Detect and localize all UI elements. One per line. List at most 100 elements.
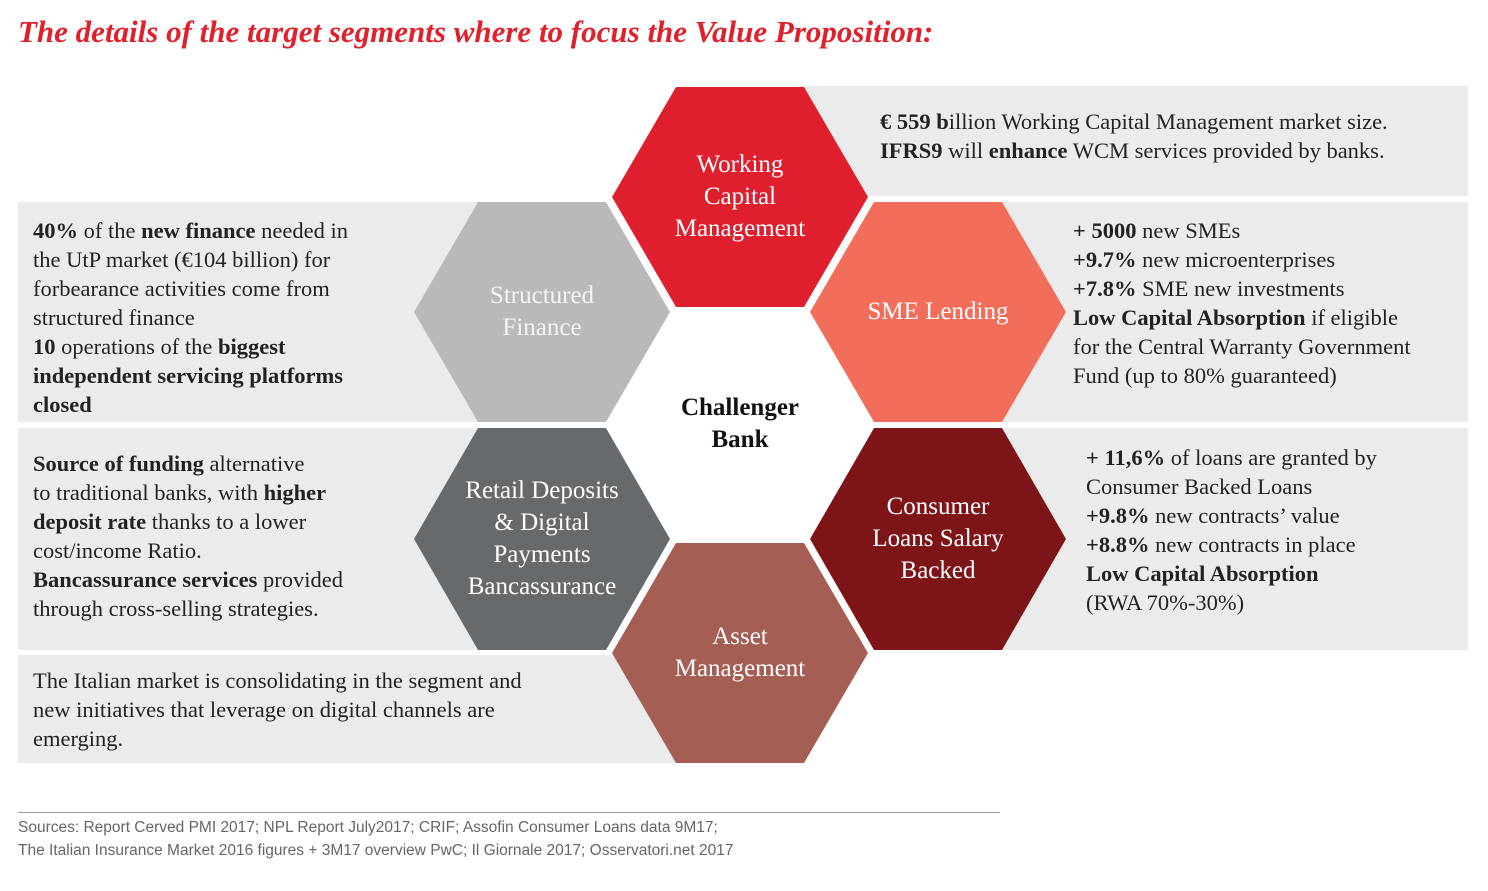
text-run: The Italian market is consolidating in t… <box>33 668 522 693</box>
hex-label-line: Working <box>696 151 784 178</box>
bold-run: + 11,6% <box>1086 445 1166 470</box>
panel-line: Consumer Backed Loans <box>1086 472 1377 501</box>
hex-label-line: Consumer <box>886 493 990 520</box>
bold-run: new finance <box>141 218 256 243</box>
sources-line-1: Sources: Report Cerved PMI 2017; NPL Rep… <box>18 819 718 836</box>
consumer-description: + 11,6% of loans are granted by Consumer … <box>1086 443 1377 617</box>
retail-description: Source of funding alternative to traditio… <box>33 449 343 623</box>
panel-line: to traditional banks, with higher <box>33 478 343 507</box>
text-run: if eligible <box>1305 305 1399 330</box>
hex-label-line: SME Lending <box>867 298 1009 325</box>
text-run: thanks to a lower <box>146 509 307 534</box>
page-title: The details of the target segments where… <box>18 14 934 49</box>
sme-description: + 5000 new SMEs +9.7% new microenterprise… <box>1073 216 1411 390</box>
text-run: through cross-selling strategies. <box>33 596 319 621</box>
text-run: new contracts in place <box>1149 532 1356 557</box>
text-run: new initiatives that leverage on digital… <box>33 697 495 722</box>
panel-line: IFRS9 will enhance WCM services provided… <box>880 136 1388 165</box>
text-run: provided <box>257 567 343 592</box>
text-run: Fund (up to 80% guaranteed) <box>1073 363 1337 388</box>
panel-line: cost/income Ratio. <box>33 536 343 565</box>
panel-line: structured finance <box>33 303 348 332</box>
panel-line: (RWA 70%-30%) <box>1086 588 1377 617</box>
bold-run: deposit rate <box>33 509 147 534</box>
panel-line: emerging. <box>33 724 522 753</box>
panel-line: 10 operations of the biggest <box>33 332 348 361</box>
text-run: for the Central Warranty Government <box>1073 334 1411 359</box>
bold-run: € 559 b <box>880 109 949 134</box>
hex-label-line: Bancassurance <box>467 573 617 600</box>
bold-run: enhance <box>988 138 1068 163</box>
panel-line: deposit rate thanks to a lower <box>33 507 343 536</box>
panel-line: for the Central Warranty Government <box>1073 332 1411 361</box>
panel-line: closed <box>33 390 348 419</box>
text-run: new SMEs <box>1136 218 1241 243</box>
hex-label-line: Loans Salary <box>872 525 1004 552</box>
text-run: illion Working Capital Management market… <box>948 109 1388 134</box>
panel-line: through cross-selling strategies. <box>33 594 343 623</box>
consumer-panel-bg <box>1000 428 1468 650</box>
panel-line: 40% of the new finance needed in <box>33 216 348 245</box>
text-run: Consumer Backed Loans <box>1086 474 1313 499</box>
hex-label-line: & Digital <box>494 509 590 536</box>
text-run: new microenterprises <box>1136 247 1336 272</box>
text-run: structured finance <box>33 305 195 330</box>
bold-run: Source of funding <box>33 451 204 476</box>
sme-panel-bg <box>1000 202 1468 422</box>
wcm-panel-bg <box>800 86 1468 196</box>
text-run: the UtP market (€104 billion) for <box>33 247 331 272</box>
panel-line: independent servicing platforms <box>33 361 348 390</box>
text-run: new contracts’ value <box>1149 503 1340 528</box>
panel-line: +9.7% new microenterprises <box>1073 245 1411 274</box>
text-run: alternative <box>203 451 305 476</box>
bold-run: +9.8% <box>1086 503 1150 528</box>
hex-label-line: Structured <box>489 282 595 309</box>
text-run: SME new investments <box>1136 276 1345 301</box>
panel-line: + 5000 new SMEs <box>1073 216 1411 245</box>
panel-line: The Italian market is consolidating in t… <box>33 666 522 695</box>
footer-divider <box>18 812 1000 813</box>
panel-line: Low Capital Absorption <box>1086 559 1377 588</box>
structured-panel-bg <box>18 202 488 422</box>
retail-panel-bg <box>18 428 488 650</box>
hex-label-line: Finance <box>502 314 582 341</box>
text-run: of loans are granted by <box>1165 445 1377 470</box>
bold-run: 10 <box>33 334 56 359</box>
text-run: emerging. <box>33 726 124 751</box>
bold-run: Bancassurance services <box>33 567 258 592</box>
bold-run: +8.8% <box>1086 532 1150 557</box>
center-label: Challenger Bank <box>680 394 800 453</box>
bold-run: +7.8% <box>1073 276 1137 301</box>
text-run: (RWA 70%-30%) <box>1086 590 1245 615</box>
bold-run: IFRS9 <box>880 138 943 163</box>
hex-sme-lending: SME Lending <box>810 202 1066 422</box>
text-run: will <box>942 138 989 163</box>
hex-label: Structured Finance <box>490 280 594 344</box>
hex-label-line: Capital <box>703 183 777 210</box>
hex-label-line: Asset <box>712 623 768 650</box>
panel-line: € 559 billion Working Capital Management… <box>880 107 1388 136</box>
hex-label-line: Management <box>674 215 806 242</box>
text-run: to traditional banks, with <box>33 480 264 505</box>
structured-description: 40% of the new finance needed in the UtP … <box>33 216 348 419</box>
hex-label-line: Management <box>674 655 806 682</box>
asset-description: The Italian market is consolidating in t… <box>33 666 522 753</box>
panel-line: the UtP market (€104 billion) for <box>33 245 348 274</box>
text-run: of the <box>78 218 142 243</box>
hex-label-line: Backed <box>900 557 976 584</box>
bold-run: independent servicing platforms <box>33 363 344 388</box>
panel-line: forbearance activities come from <box>33 274 348 303</box>
bold-run: Low Capital Absorption <box>1086 561 1319 586</box>
bold-run: Low Capital Absorption <box>1073 305 1306 330</box>
text-run: forbearance activities come from <box>33 276 330 301</box>
panel-line: Low Capital Absorption if eligible <box>1073 303 1411 332</box>
hex-consumer-loans: Consumer Loans Salary Backed <box>810 428 1066 650</box>
panel-line: +8.8% new contracts in place <box>1086 530 1377 559</box>
sources-line-2: The Italian Insurance Market 2016 figure… <box>18 842 734 859</box>
hex-label-line: Payments <box>493 541 591 568</box>
panel-line: Fund (up to 80% guaranteed) <box>1073 361 1411 390</box>
bold-run: higher <box>263 480 327 505</box>
hex-label-line: Retail Deposits <box>465 477 619 504</box>
text-run: cost/income Ratio. <box>33 538 202 563</box>
hex-asset-management: Asset Management <box>612 543 868 763</box>
